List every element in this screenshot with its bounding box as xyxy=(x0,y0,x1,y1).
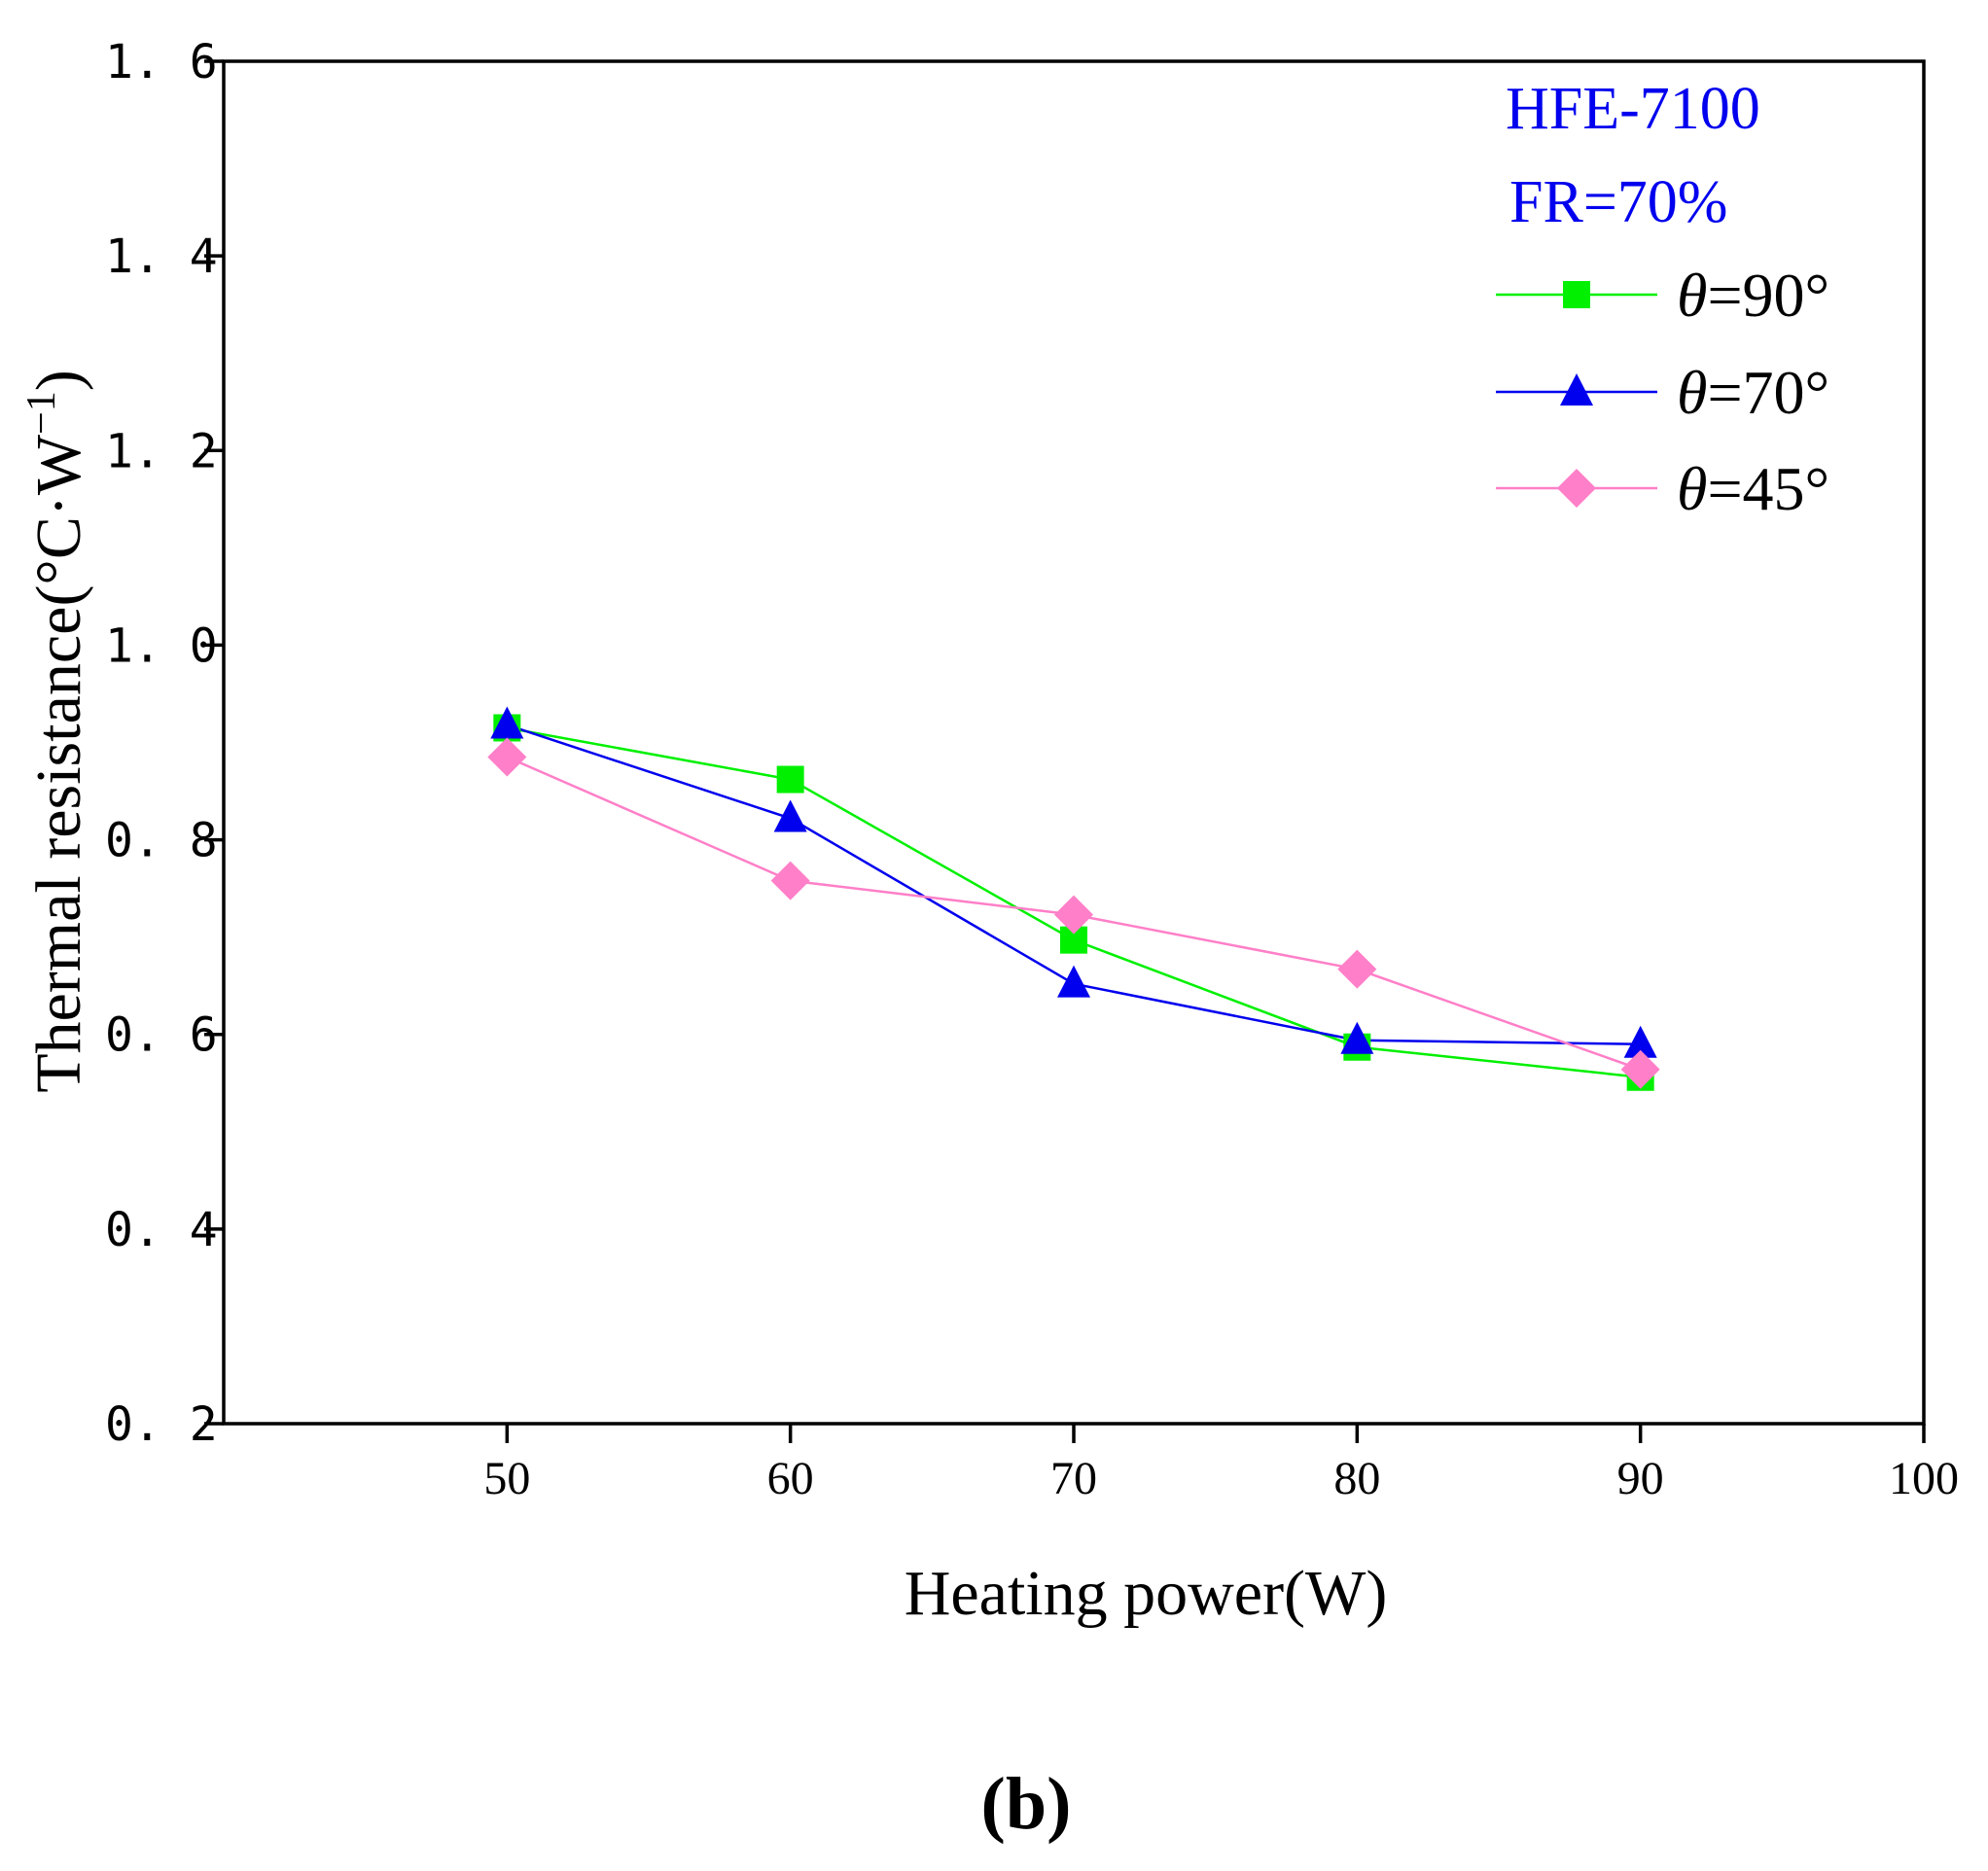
legend-value: =90° xyxy=(1707,261,1829,330)
x-tick-label: 100 xyxy=(1889,1453,1959,1504)
legend-marker xyxy=(1560,373,1593,406)
panel-label: (b) xyxy=(981,1763,1072,1845)
data-point-series-1 xyxy=(773,799,807,832)
y-tick-label: 1. 0 xyxy=(105,618,218,673)
legend-label: θ=90° xyxy=(1677,261,1829,330)
legend-label: θ=45° xyxy=(1677,454,1829,523)
data-point-series-2 xyxy=(770,861,810,900)
y-tick-label: 1. 6 xyxy=(105,35,218,89)
data-point-series-0 xyxy=(776,765,804,794)
y-tick-label: 0. 2 xyxy=(105,1397,218,1452)
x-tick-label: 70 xyxy=(1050,1453,1097,1504)
data-point-series-2 xyxy=(1054,895,1093,935)
data-point-series-1 xyxy=(1057,965,1090,998)
plot-frame xyxy=(222,59,1926,1426)
legend-label: θ=70° xyxy=(1677,358,1829,427)
x-tick-label: 90 xyxy=(1617,1453,1664,1504)
legend-symbol: θ xyxy=(1677,261,1707,330)
x-tick-label: 50 xyxy=(483,1453,530,1504)
y-axis-label-exponent: −1 xyxy=(19,391,64,435)
legend-symbol: θ xyxy=(1677,454,1707,523)
data-point-series-1 xyxy=(1340,1021,1374,1054)
series-markers xyxy=(487,706,1660,1091)
fluid-annotation: HFE-7100 xyxy=(1506,76,1760,142)
y-tick-label: 1. 2 xyxy=(105,424,218,478)
data-point-series-2 xyxy=(487,737,527,777)
legend-marker xyxy=(1557,469,1596,508)
y-axis-label-main: Thermal resistance(°C·W xyxy=(23,434,94,1093)
legend-value: =70° xyxy=(1707,358,1829,427)
y-tick-label: 1. 4 xyxy=(105,229,218,284)
data-point-series-1 xyxy=(490,706,524,739)
y-tick-label: 0. 4 xyxy=(105,1203,218,1257)
legend-value: =45° xyxy=(1707,454,1829,523)
x-axis-label: Heating power(W) xyxy=(905,1558,1388,1629)
x-tick-label: 60 xyxy=(767,1453,814,1504)
y-tick-label: 0. 6 xyxy=(105,1008,218,1063)
legend: θ=90°θ=70°θ=45° xyxy=(1496,261,1829,523)
data-point-series-1 xyxy=(1623,1025,1657,1058)
y-tick-label: 0. 8 xyxy=(105,814,218,868)
data-point-series-2 xyxy=(1337,949,1377,989)
data-point-series-2 xyxy=(1620,1049,1660,1089)
fill-ratio-annotation: FR=70% xyxy=(1509,169,1727,235)
legend-marker xyxy=(1563,281,1590,308)
y-axis-label-close: ) xyxy=(23,370,94,391)
x-tick-label: 80 xyxy=(1333,1453,1380,1504)
y-axis: 0. 2 0. 4 0. 6 0. 8 1. 0 1. 2 1. 4 1. 6 xyxy=(105,35,224,1452)
legend-symbol: θ xyxy=(1677,358,1707,427)
y-axis-label: Thermal resistance(°C·W−1) xyxy=(19,370,94,1093)
x-axis: 50 60 70 80 90 100 xyxy=(483,1424,1959,1504)
